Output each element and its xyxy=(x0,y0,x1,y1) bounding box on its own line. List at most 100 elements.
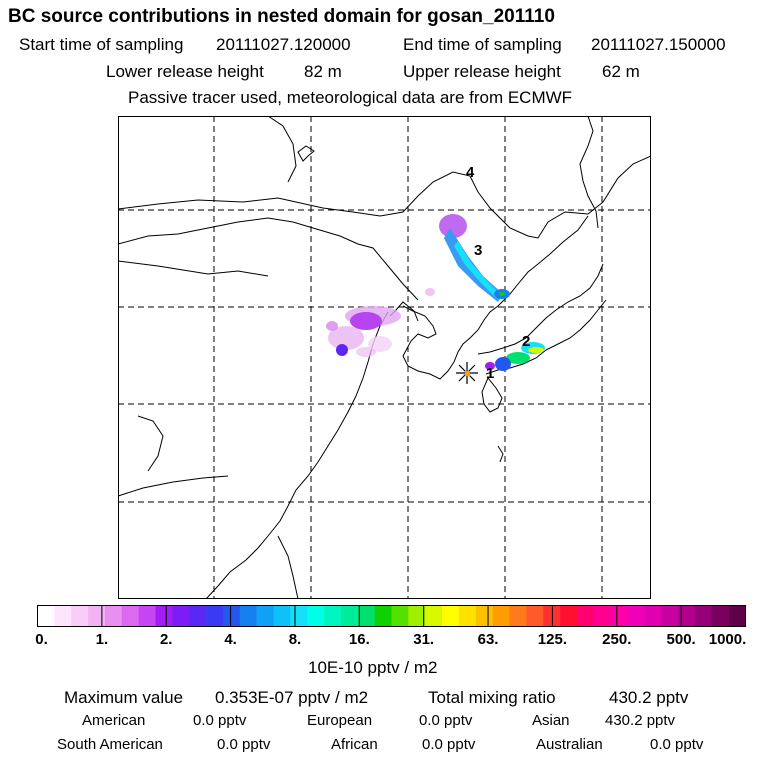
lower-height-value: 82 m xyxy=(304,62,342,81)
colorbar-cell xyxy=(104,605,123,627)
region-name-american: American xyxy=(82,712,146,729)
region-value-australian: 0.0 pptv xyxy=(650,736,704,753)
marker-1: 1 xyxy=(486,365,494,382)
colorbar-tick-label: 16. xyxy=(348,631,370,648)
marker-3: 3 xyxy=(474,242,482,259)
colorbar-cell xyxy=(526,605,544,627)
colorbar-cell xyxy=(222,605,241,627)
colorbar-cell xyxy=(627,605,645,627)
colorbar-cell xyxy=(239,605,257,627)
colorbar-cell xyxy=(610,605,628,627)
total-mixing-value: 430.2 pptv xyxy=(609,688,689,707)
colorbar-cell xyxy=(88,605,106,627)
colorbar-unit: 10E-10 pptv / m2 xyxy=(308,658,438,677)
colorbar-cell xyxy=(492,605,510,627)
inner-border xyxy=(118,260,269,277)
colorbar-cell xyxy=(711,605,729,627)
colorbar-cell xyxy=(121,605,139,627)
region-name-asian: Asian xyxy=(532,712,570,729)
kyushu xyxy=(481,377,503,413)
colorbar-cell xyxy=(475,605,493,627)
korea-coast xyxy=(402,215,589,380)
colorbar-cell xyxy=(138,605,156,627)
marker-4: 4 xyxy=(466,164,475,181)
colorbar-tick-label: 1. xyxy=(95,631,109,648)
north-border xyxy=(118,155,651,239)
colorbar-cell xyxy=(408,605,426,627)
colorbar-cell xyxy=(155,605,173,627)
max-value: 0.353E-07 pptv / m2 xyxy=(215,688,369,707)
region-value-african: 0.0 pptv xyxy=(422,736,476,753)
colorbar-cell xyxy=(425,605,443,627)
upper-height-value: 62 m xyxy=(602,62,640,81)
colorbar-cell xyxy=(374,605,392,627)
colorbar-cell xyxy=(273,605,291,627)
colorbar-cell xyxy=(661,605,679,627)
sakhalin-coast xyxy=(579,116,599,229)
colorbar-tick-label: 250. xyxy=(602,631,632,648)
plume-manchuria xyxy=(425,214,510,302)
colorbar-cell xyxy=(391,605,409,627)
start-time-value: 20111027.120000 xyxy=(216,35,351,54)
colorbar-cell xyxy=(206,605,224,627)
total-mixing-label: Total mixing ratio xyxy=(428,688,556,707)
colorbar-cell xyxy=(37,605,55,627)
region-name-australian: Australian xyxy=(536,736,603,753)
colorbar-tick-label: 4. xyxy=(224,631,237,648)
colorbar-cell xyxy=(678,605,696,627)
colorbar-cell xyxy=(593,605,611,627)
west-border-1 xyxy=(137,415,164,472)
colorbar-tick-label: 63. xyxy=(477,631,499,648)
baikal-region xyxy=(267,116,297,183)
map-panel: 1 2 3 4 xyxy=(118,116,651,599)
colorbar-cell xyxy=(172,605,190,627)
colorbar-tick-label: 31. xyxy=(413,631,435,648)
colorbar-cell xyxy=(307,605,325,627)
upper-height-label: Upper release height xyxy=(403,62,561,81)
colorbar-cell xyxy=(357,605,375,627)
colorbar xyxy=(37,605,746,627)
plume-china xyxy=(326,306,401,357)
plume-japan xyxy=(485,342,545,371)
region-value-asian: 430.2 pptv xyxy=(605,712,676,729)
region-value-european: 0.0 pptv xyxy=(419,712,473,729)
tracer-note: Passive tracer used, meteorological data… xyxy=(128,88,573,107)
colorbar-cell xyxy=(340,605,359,627)
colorbar-cell xyxy=(560,605,578,627)
colorbar-cell xyxy=(71,605,89,627)
colorbar-cell xyxy=(509,605,527,627)
start-time-label: Start time of sampling xyxy=(19,35,184,54)
region-value-american: 0.0 pptv xyxy=(193,712,247,729)
colorbar-cell xyxy=(54,605,72,627)
lake-baikal xyxy=(297,145,315,162)
colorbar-cell xyxy=(189,605,207,627)
region-name-south-american: South American xyxy=(57,736,163,753)
mongolia-border xyxy=(118,217,419,301)
colorbar-tick-label: 8. xyxy=(288,631,302,648)
map-grid xyxy=(118,116,651,599)
region-name-european: European xyxy=(307,712,373,729)
colorbar-cell xyxy=(442,605,460,627)
south-border xyxy=(277,535,299,599)
china-coast xyxy=(205,311,389,599)
plot-title: BC source contributions in nested domain… xyxy=(8,6,555,27)
colorbar-cell xyxy=(576,605,595,627)
region-value-south-american: 0.0 pptv xyxy=(217,736,271,753)
colorbar-tick-label: 0. xyxy=(35,631,48,648)
colorbar-tick-label: 2. xyxy=(159,631,173,648)
marker-2: 2 xyxy=(522,333,530,350)
colorbar-cell xyxy=(256,605,274,627)
west-border-2 xyxy=(118,475,229,497)
colorbar-cell xyxy=(543,605,561,627)
colorbar-cell xyxy=(290,605,308,627)
colorbar-cell xyxy=(458,605,477,627)
lower-height-label: Lower release height xyxy=(106,62,264,81)
colorbar-cell xyxy=(728,605,746,627)
coastlines xyxy=(118,116,651,599)
colorbar-tick-label: 500. xyxy=(666,631,696,648)
max-value-label: Maximum value xyxy=(64,688,184,707)
honshu-north xyxy=(477,263,604,355)
colorbar-cell xyxy=(324,605,342,627)
colorbar-tick-label: 1000. xyxy=(708,631,747,648)
colorbar-cell xyxy=(694,605,713,627)
